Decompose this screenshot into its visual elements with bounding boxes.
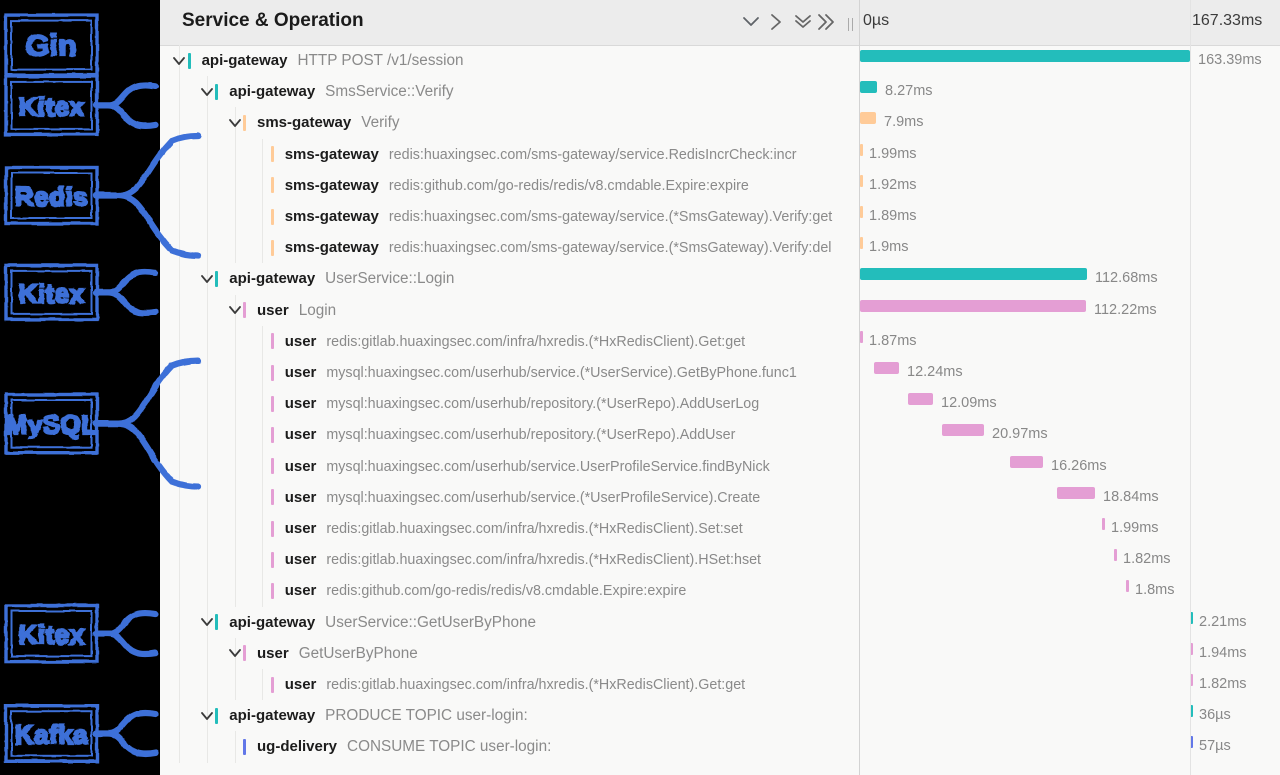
svg-text:Redis: Redis [15,182,88,212]
svg-text:Kitex: Kitex [18,620,84,650]
svg-text:Gin: Gin [26,30,78,63]
svg-text:Kitex: Kitex [18,91,84,121]
svg-text:Kitex: Kitex [18,278,84,308]
svg-text:Kafka: Kafka [15,720,88,750]
svg-text:MySQL: MySQL [5,410,97,440]
